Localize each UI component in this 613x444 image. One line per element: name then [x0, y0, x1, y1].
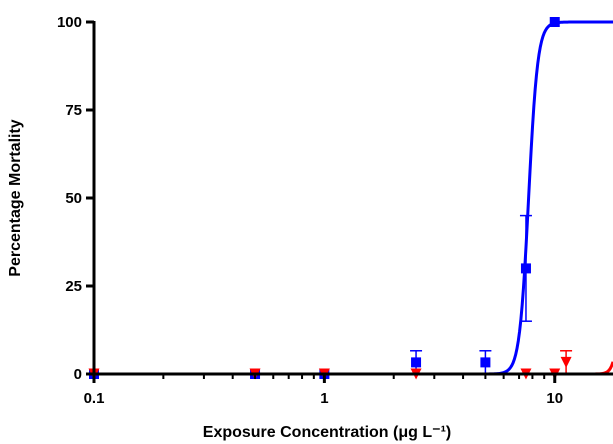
y-tick-label: 75 [65, 102, 82, 119]
x-tick-label: 0.1 [84, 390, 105, 407]
axes [86, 20, 613, 383]
y-tick-label: 0 [74, 366, 82, 383]
fit-curves [94, 20, 613, 376]
y-tick-label: 50 [65, 190, 82, 207]
y-tick-label: 100 [57, 14, 82, 31]
data-point-square [549, 17, 560, 27]
y-axis-title: Percentage Mortality [7, 119, 24, 276]
x-tick-label: 10 [546, 390, 563, 407]
fit-curve [94, 361, 613, 376]
x-tick-label: 1 [320, 390, 328, 407]
data-point-square [480, 357, 491, 368]
data-point-square [411, 357, 422, 368]
x-axis-title: Exposure Concentration (μg L⁻¹) [203, 424, 451, 441]
data-point-triangle [560, 356, 572, 368]
data-markers [88, 17, 572, 380]
tick-labels: 0 25 50 75 100 0.1 1 10 [57, 14, 563, 407]
fit-curve [94, 20, 613, 376]
data-point-square [520, 263, 531, 274]
error-bars [410, 214, 573, 374]
y-tick-label: 25 [65, 278, 82, 295]
